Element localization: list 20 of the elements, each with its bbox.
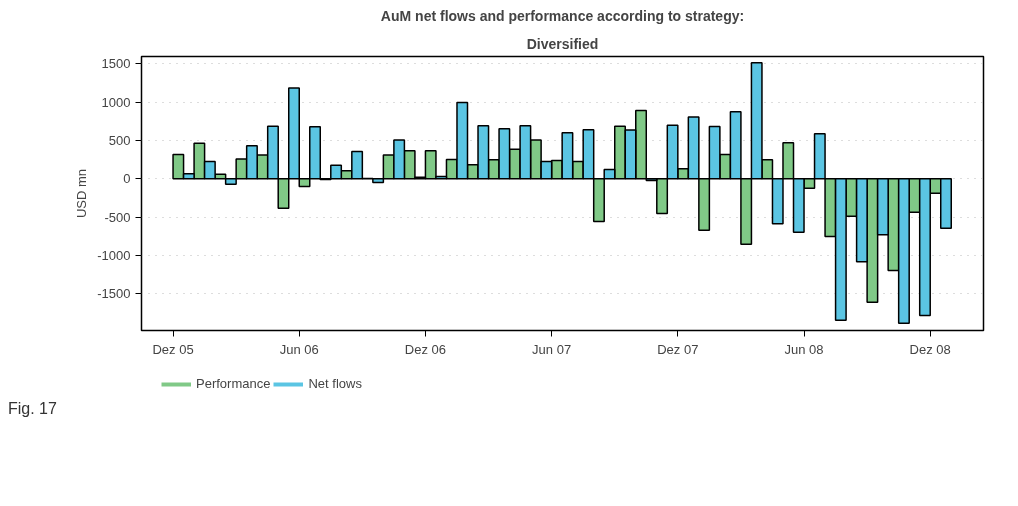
x-tick-label: Jun 07	[532, 341, 572, 357]
x-tick-label: Dez 05	[152, 341, 194, 357]
chart-title: AuM net flows and performance according to strategy:	[380, 7, 745, 24]
x-tick-label: Dez 06	[404, 341, 447, 357]
y-tick-label: -500	[104, 209, 131, 225]
y-tick-label: 500	[108, 132, 131, 148]
y-tick-label: 1000	[101, 94, 131, 110]
y-tick-label: 1500	[101, 56, 131, 72]
y-tick-label: 0	[123, 171, 131, 187]
legend-label: Net flows	[308, 376, 362, 391]
chart-subtitle: Diversified	[526, 35, 599, 52]
y-tick-label: -1500	[97, 286, 131, 302]
x-tick-label: Dez 08	[909, 341, 951, 357]
y-tick-label: -1000	[97, 248, 131, 263]
y-axis-title: USD mn	[74, 168, 90, 219]
x-tick-label: Jun 08	[784, 341, 824, 357]
caption: Fig. 17	[8, 399, 57, 419]
x-tick-label: Jun 06	[279, 341, 319, 357]
x-tick-label: Dez 07	[657, 341, 699, 357]
legend-label: Performance	[196, 376, 271, 391]
